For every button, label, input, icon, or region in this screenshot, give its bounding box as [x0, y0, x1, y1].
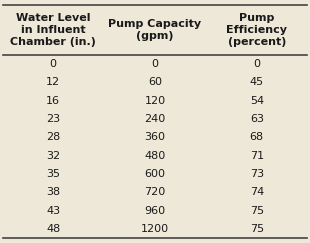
Text: 75: 75	[250, 224, 264, 234]
Text: 54: 54	[250, 96, 264, 106]
Text: 74: 74	[250, 187, 264, 197]
Text: 38: 38	[46, 187, 60, 197]
Text: 71: 71	[250, 151, 264, 161]
Text: 480: 480	[144, 151, 166, 161]
Text: 60: 60	[148, 78, 162, 87]
Text: 16: 16	[46, 96, 60, 106]
Text: 23: 23	[46, 114, 60, 124]
Text: 120: 120	[144, 96, 166, 106]
Text: Pump Capacity
(gpm): Pump Capacity (gpm)	[108, 19, 202, 41]
Text: 48: 48	[46, 224, 60, 234]
Text: 1200: 1200	[141, 224, 169, 234]
Text: 0: 0	[253, 59, 260, 69]
Text: 43: 43	[46, 206, 60, 216]
Text: 240: 240	[144, 114, 166, 124]
Text: 360: 360	[144, 132, 166, 142]
Text: 68: 68	[250, 132, 264, 142]
Text: 32: 32	[46, 151, 60, 161]
Text: 0: 0	[152, 59, 158, 69]
Text: 720: 720	[144, 187, 166, 197]
Text: 35: 35	[46, 169, 60, 179]
Text: 73: 73	[250, 169, 264, 179]
Text: 75: 75	[250, 206, 264, 216]
Text: 960: 960	[144, 206, 166, 216]
Text: 45: 45	[250, 78, 264, 87]
Text: Pump
Efficiency
(percent): Pump Efficiency (percent)	[226, 13, 287, 47]
Text: 63: 63	[250, 114, 264, 124]
Text: 28: 28	[46, 132, 60, 142]
Text: Water Level
in Influent
Chamber (in.): Water Level in Influent Chamber (in.)	[10, 13, 96, 47]
Text: 12: 12	[46, 78, 60, 87]
Text: 600: 600	[144, 169, 166, 179]
Text: 0: 0	[50, 59, 57, 69]
